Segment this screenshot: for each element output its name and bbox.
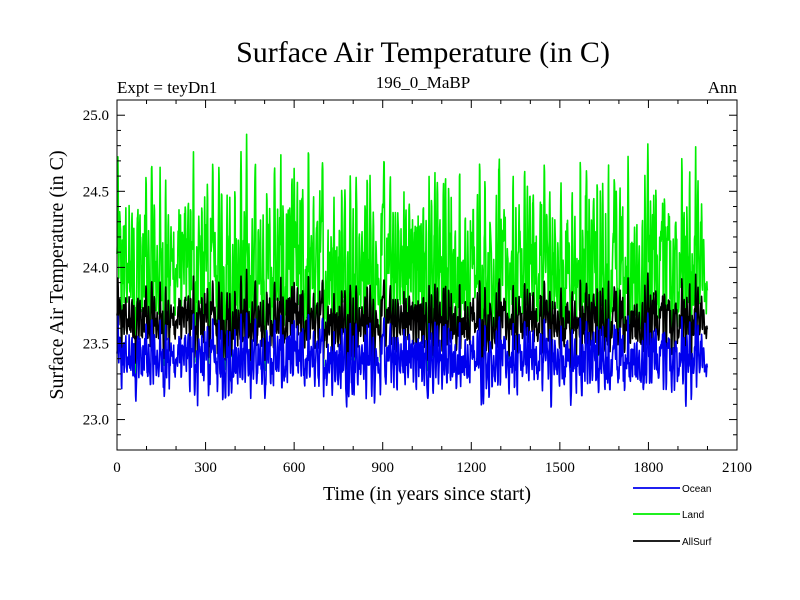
series-line-ocean <box>116 312 709 408</box>
chart-title: Surface Air Temperature (in C) <box>236 36 610 69</box>
y-tick-label: 24.5 <box>83 184 109 200</box>
plot-frame <box>116 99 738 451</box>
legend-label-ocean: Ocean <box>682 484 711 495</box>
y-tick-label: 23.0 <box>83 413 109 429</box>
averaging-label: Ann <box>708 78 738 97</box>
series-layer <box>116 133 709 408</box>
y-tick-label: 25.0 <box>83 108 109 124</box>
x-tick-label: 900 <box>371 460 394 476</box>
y-tick-label: 24.0 <box>83 260 109 276</box>
legend: Ocean Land AllSurf <box>633 484 712 548</box>
x-tick-label: 1500 <box>545 460 575 476</box>
period-label: 196_0_MaBP <box>376 73 470 92</box>
y-tick-label: 23.5 <box>83 336 109 352</box>
x-tick-label: 1800 <box>633 460 663 476</box>
x-tick-label: 0 <box>113 460 121 476</box>
legend-label-allsurf: AllSurf <box>682 537 712 548</box>
x-axis: 0 300 600 900 1200 1500 1800 2100 <box>113 100 752 476</box>
x-tick-label: 2100 <box>722 460 752 476</box>
legend-label-land: Land <box>682 510 704 521</box>
x-tick-label: 600 <box>283 460 306 476</box>
x-axis-label: Time (in years since start) <box>323 483 531 505</box>
y-axis: 23.0 23.5 24.0 24.5 25.0 <box>83 108 737 436</box>
y-axis-label: Surface Air Temperature (in C) <box>46 150 68 399</box>
x-tick-label: 1200 <box>456 460 486 476</box>
x-tick-label: 300 <box>194 460 217 476</box>
experiment-label: Expt = teyDn1 <box>117 78 217 97</box>
